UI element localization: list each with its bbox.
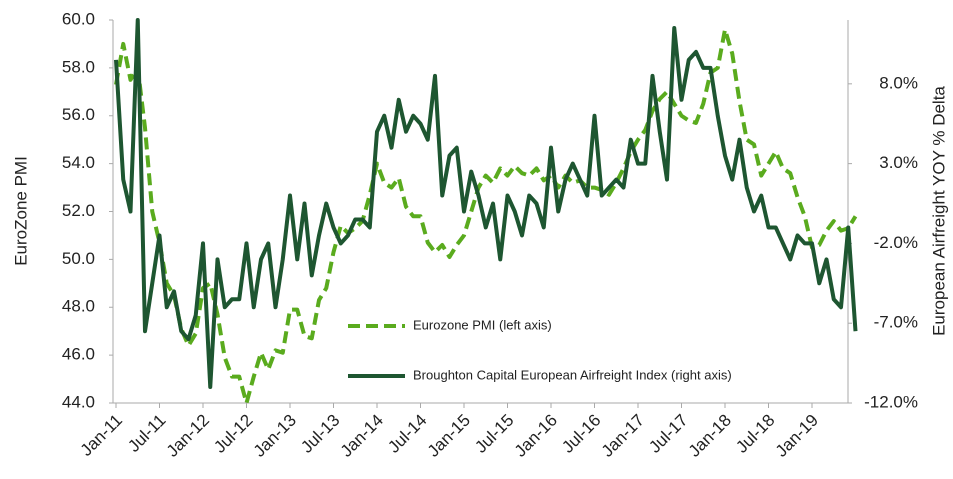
y2-tick-label: -2.0% xyxy=(874,233,918,252)
y-axis-title: EuroZone PMI xyxy=(11,156,30,266)
x-tick-label: Jul-17 xyxy=(645,411,691,457)
y2-tick-label: -7.0% xyxy=(874,313,918,332)
x-tick-label: Jul-12 xyxy=(210,411,256,457)
y2-tick-label: 8.0% xyxy=(879,73,918,92)
y2-axis-title: European Airfreight YOY % Delta xyxy=(929,86,948,336)
x-tick-label: Jan-19 xyxy=(772,411,822,461)
x-tick-label: Jan-15 xyxy=(424,411,474,461)
x-tick-label: Jul-16 xyxy=(558,411,604,457)
x-tick-label: Jul-18 xyxy=(732,411,778,457)
y-tick-label: 48.0 xyxy=(62,297,95,316)
x-tick-label: Jan-17 xyxy=(598,411,648,461)
series-line xyxy=(114,18,858,390)
x-tick-label: Jan-11 xyxy=(77,411,126,460)
x-tick-label: Jan-18 xyxy=(685,411,735,461)
legend-label: Broughton Capital European Airfreight In… xyxy=(413,367,732,382)
y-tick-label: 54.0 xyxy=(62,153,95,172)
y-tick-label: 60.0 xyxy=(62,9,95,28)
series-line xyxy=(114,27,858,405)
y-tick-label: 50.0 xyxy=(62,249,95,268)
x-tick-label: Jul-15 xyxy=(471,411,517,457)
x-tick-label: Jan-12 xyxy=(163,411,213,461)
y-tick-label: 46.0 xyxy=(62,345,95,364)
y-tick-label: 56.0 xyxy=(62,105,95,124)
y-tick-label: 44.0 xyxy=(62,392,95,411)
y2-tick-label: 3.0% xyxy=(879,153,918,172)
y-tick-label: 52.0 xyxy=(62,201,95,220)
y2-tick-label: -12.0% xyxy=(864,392,918,411)
x-tick-label: Jan-13 xyxy=(250,411,300,461)
y-tick-label: 58.0 xyxy=(62,57,95,76)
x-tick-label: Jul-14 xyxy=(384,411,430,457)
x-tick-label: Jul-13 xyxy=(297,411,343,457)
x-tick-label: Jul-11 xyxy=(124,411,169,456)
x-tick-label: Jan-14 xyxy=(337,411,387,461)
x-tick-label: Jan-16 xyxy=(511,411,561,461)
legend-label: Eurozone PMI (left axis) xyxy=(413,317,552,332)
